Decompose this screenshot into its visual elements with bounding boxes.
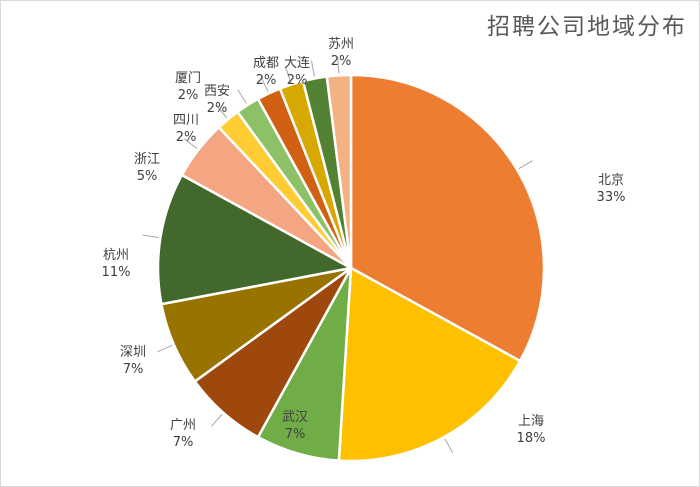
- slice-percent-label: 2%: [176, 130, 197, 145]
- slice-percent-label: 5%: [137, 169, 158, 184]
- slice-percent-label: 7%: [173, 435, 194, 450]
- leader-line-7: [183, 138, 198, 149]
- leader-line-1: [518, 160, 533, 170]
- slice-percent-label: 7%: [123, 362, 144, 377]
- slice-percent-label: 33%: [597, 190, 626, 205]
- slice-percent-label: 2%: [256, 73, 277, 88]
- slice-name-label: 四川: [173, 113, 199, 128]
- pie-slice-2: [337, 265, 522, 463]
- slice-name-label: 浙江: [134, 152, 160, 167]
- pie-slice-6: [156, 173, 355, 306]
- slice-percent-label: 2%: [178, 88, 199, 103]
- leader-line-8: [216, 105, 228, 119]
- slice-name-label: 厦门: [175, 71, 201, 86]
- slice-name-label: 成都: [253, 56, 279, 71]
- slice-name-label: 大连: [284, 55, 310, 71]
- slice-percent-label: 2%: [331, 54, 352, 69]
- slice-percent-label: 2%: [207, 101, 228, 116]
- slice-name-label: 广州: [170, 418, 196, 433]
- pie-slice-1: [349, 73, 546, 363]
- slice-name-label: 西安: [204, 84, 230, 99]
- leader-line-12: [310, 60, 315, 77]
- slice-name-label: 武汉: [282, 410, 308, 425]
- slice-percent-label: 18%: [517, 431, 546, 446]
- slice-percent-label: 11%: [102, 265, 131, 280]
- leader-line-10: [260, 76, 269, 92]
- slice-name-label: 杭州: [103, 248, 129, 263]
- leader-line-6: [142, 234, 159, 238]
- leader-line-2: [444, 438, 454, 454]
- leader-line-4: [211, 413, 223, 427]
- slice-name-label: 上海: [518, 414, 544, 429]
- leader-line-11: [285, 67, 292, 83]
- slice-name-label: 深圳: [120, 345, 146, 360]
- slice-percent-label: 7%: [285, 427, 306, 442]
- leader-line-5: [157, 344, 173, 353]
- chart-title: 招聘公司地域分布: [487, 14, 687, 40]
- leader-line-13: [337, 57, 340, 74]
- slice-name-label: 苏州: [328, 36, 354, 52]
- slice-percent-label: 2%: [287, 73, 308, 88]
- leader-line-9: [237, 89, 247, 104]
- pie-slice-13: [325, 73, 353, 269]
- slice-name-label: 北京: [598, 173, 624, 188]
